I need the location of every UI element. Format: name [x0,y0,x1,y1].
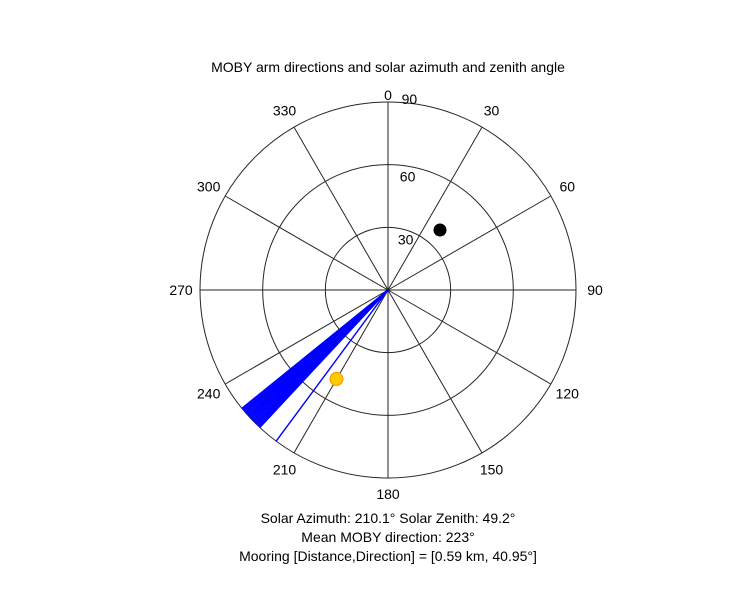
theta-tick-label: 180 [376,486,400,502]
theta-tick-label: 150 [480,461,504,477]
theta-tick-label: 30 [484,103,500,119]
theta-tick-label: 270 [169,282,193,298]
r-tick-label: 60 [400,169,416,185]
r-tick-label: 30 [398,231,414,247]
solar-info-text: Solar Azimuth: 210.1° Solar Zenith: 49.2… [261,510,516,526]
ring-60 [262,164,514,416]
spoke-30 [387,126,483,291]
arm-direction-line [275,289,389,442]
chart-title: MOBY arm directions and solar azimuth an… [211,59,565,75]
theta-tick-label: 90 [587,282,603,298]
spoke-120 [387,289,552,385]
spoke-300 [224,195,389,291]
mooring-marker [433,223,447,237]
spoke-240 [224,289,389,385]
spoke-60 [387,195,552,291]
theta-tick-label: 300 [197,179,221,195]
ring-30 [324,226,452,354]
ring-90 [199,101,577,479]
spoke-210 [293,289,389,454]
r-tick-label: 90 [402,91,418,107]
theta-tick-label: 120 [556,386,580,402]
theta-tick-label: 240 [197,386,221,402]
arm-direction-line [241,289,389,409]
moby-direction-text: Mean MOBY direction: 223° [301,529,474,545]
theta-tick-label: 210 [273,461,297,477]
sun-marker [329,371,344,386]
markers [329,223,447,386]
polar-grid [199,101,577,479]
arm-direction-series [241,289,389,442]
theta-tick-label: 330 [273,103,297,119]
spoke-330 [293,126,389,291]
theta-tick-labels: 0 30 60 90 120 150 180 210 240 270 300 330 [169,87,603,502]
mooring-info-text: Mooring [Distance,Direction] = [0.59 km,… [239,548,537,564]
r-tick-labels: 30 60 90 [398,91,417,247]
theta-tick-label: 60 [560,179,576,195]
theta-tick-label: 0 [384,87,392,103]
spoke-150 [387,289,483,454]
